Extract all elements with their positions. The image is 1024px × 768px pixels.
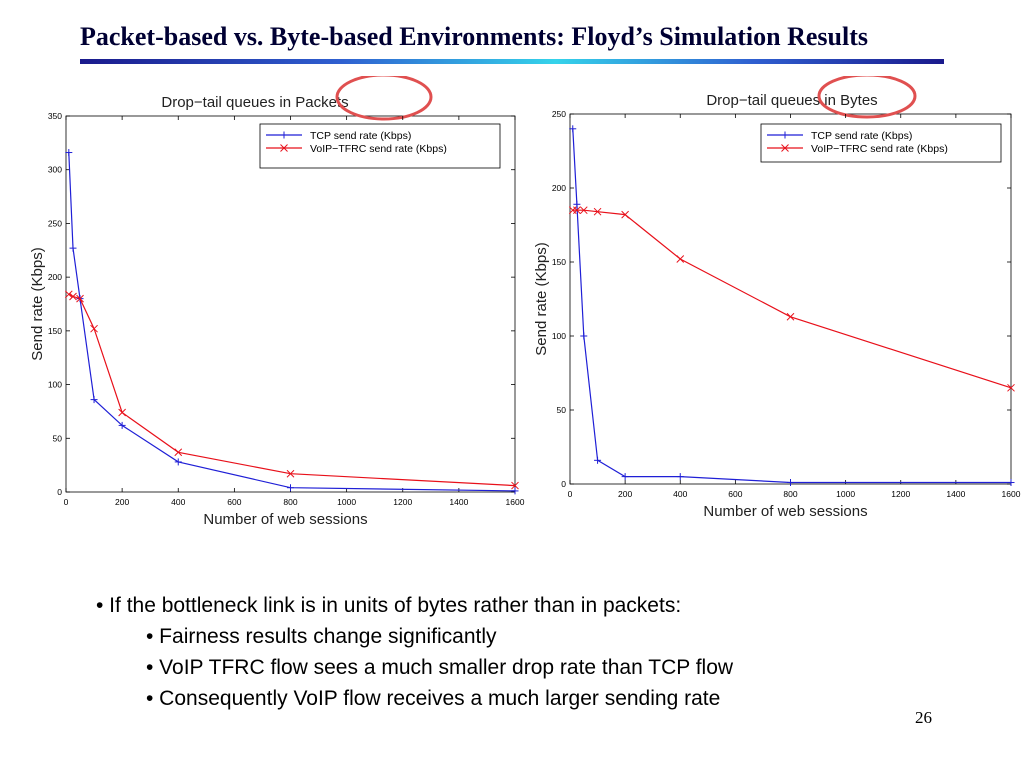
x-tick-label: 1000: [337, 497, 356, 507]
highlight-ellipse: [817, 76, 917, 119]
plot-frame: [65, 115, 516, 493]
legend-box: [259, 123, 501, 169]
plot-frame: [569, 113, 1012, 485]
voip-data-point: [786, 312, 795, 321]
x-tick-label: 0: [568, 489, 573, 499]
x-tick-label: 0: [64, 497, 69, 507]
tcp-data-point: [573, 200, 581, 208]
x-tick-label: 1600: [506, 497, 525, 507]
tcp-data-point: [569, 125, 577, 133]
x-axis-label: Number of web sessions: [703, 503, 867, 520]
voip-series-line: [68, 293, 516, 487]
y-axis-label: Send rate (Kbps): [29, 247, 46, 360]
chart-title: Drop−tail queues in Packets: [161, 94, 348, 111]
voip-data-point: [69, 292, 77, 301]
y-tick-label: 350: [48, 111, 62, 121]
y-tick-label: 150: [48, 326, 62, 336]
legend: TCP send rate (Kbps)VoIP−TFRC send rate …: [259, 123, 501, 169]
x-tick-label: 600: [227, 497, 241, 507]
x-tick-label: 1600: [1002, 489, 1021, 499]
voip-series-line: [572, 209, 1012, 389]
x-tick-label: 400: [171, 497, 185, 507]
bullet-list: • If the bottleneck link is in units of …: [96, 590, 733, 714]
x-tick-label: 1200: [891, 489, 910, 499]
tcp-data-point: [676, 473, 684, 481]
legend-label: VoIP−TFRC send rate (Kbps): [811, 143, 948, 155]
y-tick-label: 300: [48, 165, 62, 175]
y-axis-label: Send rate (Kbps): [533, 242, 550, 355]
x-tick-label: 200: [115, 497, 129, 507]
y-tick-label: 50: [557, 405, 567, 415]
x-tick-label: 1000: [836, 489, 855, 499]
chart-bytes: Drop−tail queues in Bytes 0 200 400 600 800 10…: [533, 76, 1021, 520]
tcp-series-line: [572, 128, 1011, 484]
tcp-data-point: [287, 484, 294, 492]
tcp-data-point: [174, 458, 182, 466]
voip-data-point: [621, 210, 629, 219]
y-tick-label: 200: [48, 272, 62, 282]
legend-label: TCP send rate (Kbps): [811, 130, 912, 142]
highlight-ellipse: [335, 76, 433, 121]
title-rule: [80, 59, 944, 64]
slide-title: Packet-based vs. Byte-based Environments…: [80, 22, 868, 51]
x-tick-label: 200: [618, 489, 632, 499]
legend-label: VoIP−TFRC send rate (Kbps): [310, 143, 447, 155]
x-tick-label: 1200: [393, 497, 412, 507]
y-tick-label: 0: [57, 487, 62, 497]
tcp-data-point: [90, 396, 98, 404]
y-tick-label: 50: [53, 433, 63, 443]
tcp-series-line: [68, 152, 516, 492]
tcp-data-point: [118, 421, 126, 429]
voip-data-point: [174, 448, 183, 457]
tcp-data-point: [580, 332, 588, 340]
x-tick-label: 1400: [946, 489, 965, 499]
x-axis-label: Number of web sessions: [203, 511, 367, 528]
tcp-data-point: [1007, 479, 1015, 487]
y-tick-label: 250: [552, 109, 566, 119]
voip-data-point: [511, 481, 519, 490]
tcp-data-point: [594, 456, 602, 464]
bullet-main: • If the bottleneck link is in units of …: [96, 594, 682, 617]
x-tick-label: 800: [283, 497, 297, 507]
legend-box: [760, 123, 1002, 163]
bullet-sub-2: • VoIP TFRC flow sees a much smaller dro…: [146, 656, 734, 679]
tcp-data-point: [511, 487, 519, 495]
chart-title: Drop−tail queues in Bytes: [706, 92, 877, 109]
y-tick-label: 0: [561, 479, 566, 489]
page-number: 26: [915, 708, 932, 727]
voip-data-point: [676, 255, 685, 263]
x-tick-label: 1400: [449, 497, 468, 507]
chart-packets: Drop−tail queues in Packets 0 200 400 600 800…: [29, 76, 525, 528]
tcp-data-point: [65, 149, 73, 157]
voip-data-point: [1007, 383, 1015, 392]
tcp-data-point: [621, 473, 629, 481]
legend-label: TCP send rate (Kbps): [310, 130, 411, 142]
x-tick-label: 600: [728, 489, 742, 499]
voip-data-point: [579, 206, 588, 215]
voip-data-point: [76, 294, 84, 303]
voip-data-point: [593, 207, 602, 216]
tcp-data-point: [69, 244, 77, 252]
voip-data-point: [573, 206, 581, 215]
legend: TCP send rate (Kbps)VoIP−TFRC send rate …: [760, 123, 1002, 163]
bullet-sub-1: • Fairness results change significantly: [146, 625, 497, 648]
y-tick-label: 250: [48, 218, 62, 228]
tcp-data-point: [787, 479, 794, 487]
voip-data-point: [90, 324, 98, 333]
x-tick-label: 800: [783, 489, 797, 499]
y-tick-label: 100: [552, 331, 566, 341]
y-tick-label: 100: [48, 380, 62, 390]
voip-data-point: [286, 469, 295, 478]
x-tick-label: 400: [673, 489, 687, 499]
bullet-sub-3: • Consequently VoIP flow receives a much…: [146, 687, 721, 710]
y-tick-label: 200: [552, 183, 566, 193]
voip-data-point: [118, 408, 126, 417]
y-tick-label: 150: [552, 257, 566, 267]
voip-data-point: [64, 290, 73, 299]
